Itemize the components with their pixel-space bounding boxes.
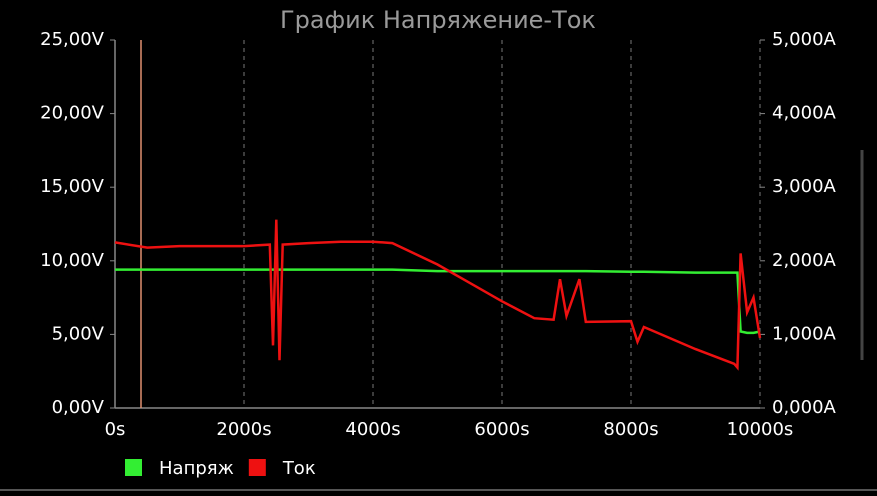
chart-title: График Напряжение-Ток	[280, 6, 596, 34]
y-tick-label: 5,00V	[52, 323, 105, 344]
y-tick-label: 10,00V	[40, 250, 105, 271]
y-tick-label: 25,00V	[40, 29, 105, 50]
x-tick-label: 8000s	[603, 419, 658, 440]
y2-tick-label: 1,000A	[772, 323, 837, 344]
y2-tick-label: 0,000A	[772, 397, 837, 418]
y2-tick-label: 4,000A	[772, 103, 837, 124]
x-tick-label: 6000s	[474, 419, 529, 440]
y2-tick-label: 2,000A	[772, 250, 837, 271]
y2-tick-label: 3,000A	[772, 176, 837, 197]
legend-swatch	[125, 459, 142, 476]
legend-label: Ток	[282, 458, 316, 479]
y-tick-label: 15,00V	[40, 176, 105, 197]
y-tick-label: 20,00V	[40, 103, 105, 124]
x-tick-label: 2000s	[216, 419, 271, 440]
x-tick-label: 0s	[105, 419, 126, 440]
y-tick-label: 0,00V	[52, 397, 105, 418]
legend-label: Напряж	[159, 458, 234, 479]
x-tick-label: 4000s	[345, 419, 400, 440]
legend-swatch	[248, 459, 266, 476]
y2-tick-label: 5,000A	[772, 29, 837, 50]
series-line	[114, 219, 762, 371]
x-tick-label: 10000s	[727, 419, 794, 440]
